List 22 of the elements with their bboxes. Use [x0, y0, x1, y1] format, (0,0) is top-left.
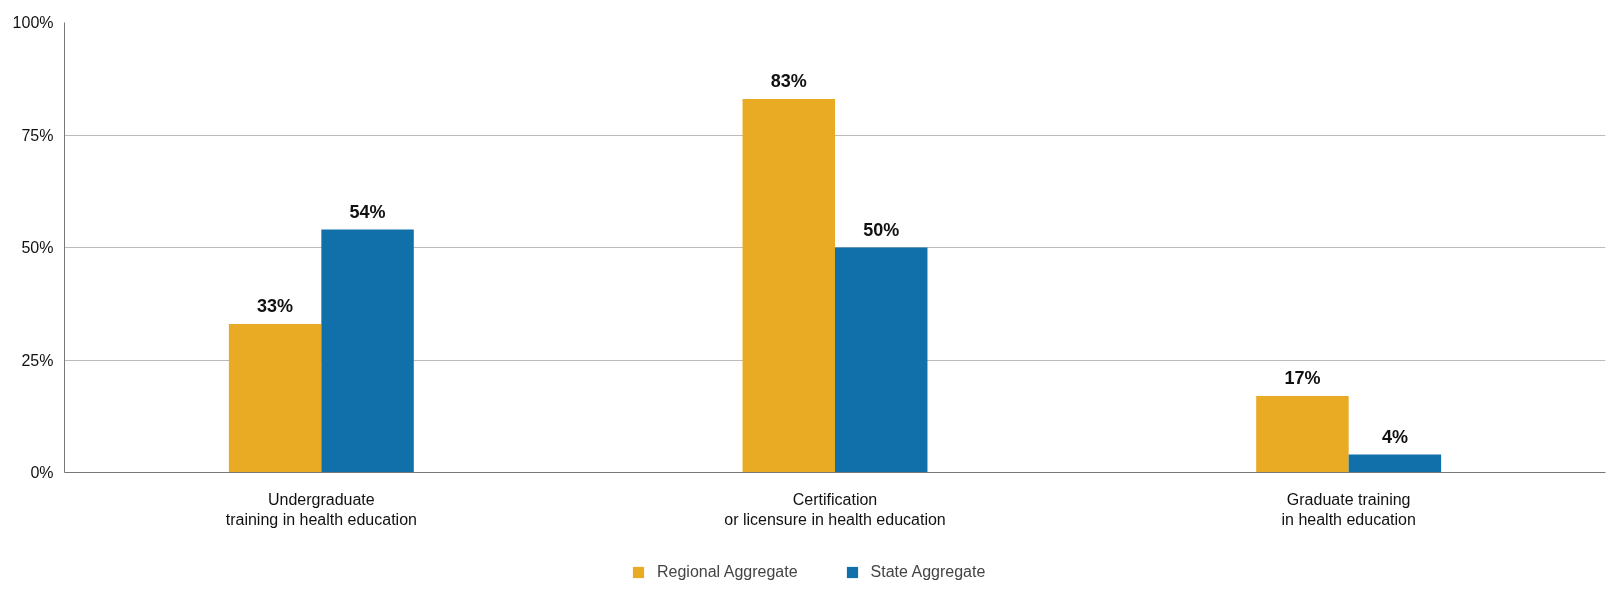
bar	[1256, 396, 1349, 473]
data-label: 50%	[863, 219, 900, 240]
data-label: 33%	[257, 296, 294, 316]
legend-label: State Aggregate	[870, 563, 986, 581]
data-label: 54%	[349, 201, 386, 222]
bar	[835, 247, 928, 473]
x-tick-label: Certification or licensure in health education	[724, 490, 946, 528]
y-tick-label: 100%	[12, 14, 54, 31]
data-label: 83%	[770, 71, 807, 91]
y-tick-label: 0%	[30, 464, 54, 481]
bar	[228, 324, 322, 473]
data-label: 17%	[1284, 368, 1321, 388]
bar	[742, 99, 835, 473]
legend-label: Regional Aggregate	[657, 563, 798, 581]
bar	[321, 229, 414, 473]
x-tick-label: Graduate training in health education	[1281, 490, 1416, 528]
y-tick-label: 25%	[21, 351, 54, 369]
bar	[1348, 454, 1442, 473]
y-tick-label: 50%	[21, 239, 54, 256]
data-label: 4%	[1381, 426, 1408, 447]
y-tick-label: 75%	[21, 126, 54, 144]
x-tick-label: Undergraduate training in health education	[225, 490, 417, 528]
